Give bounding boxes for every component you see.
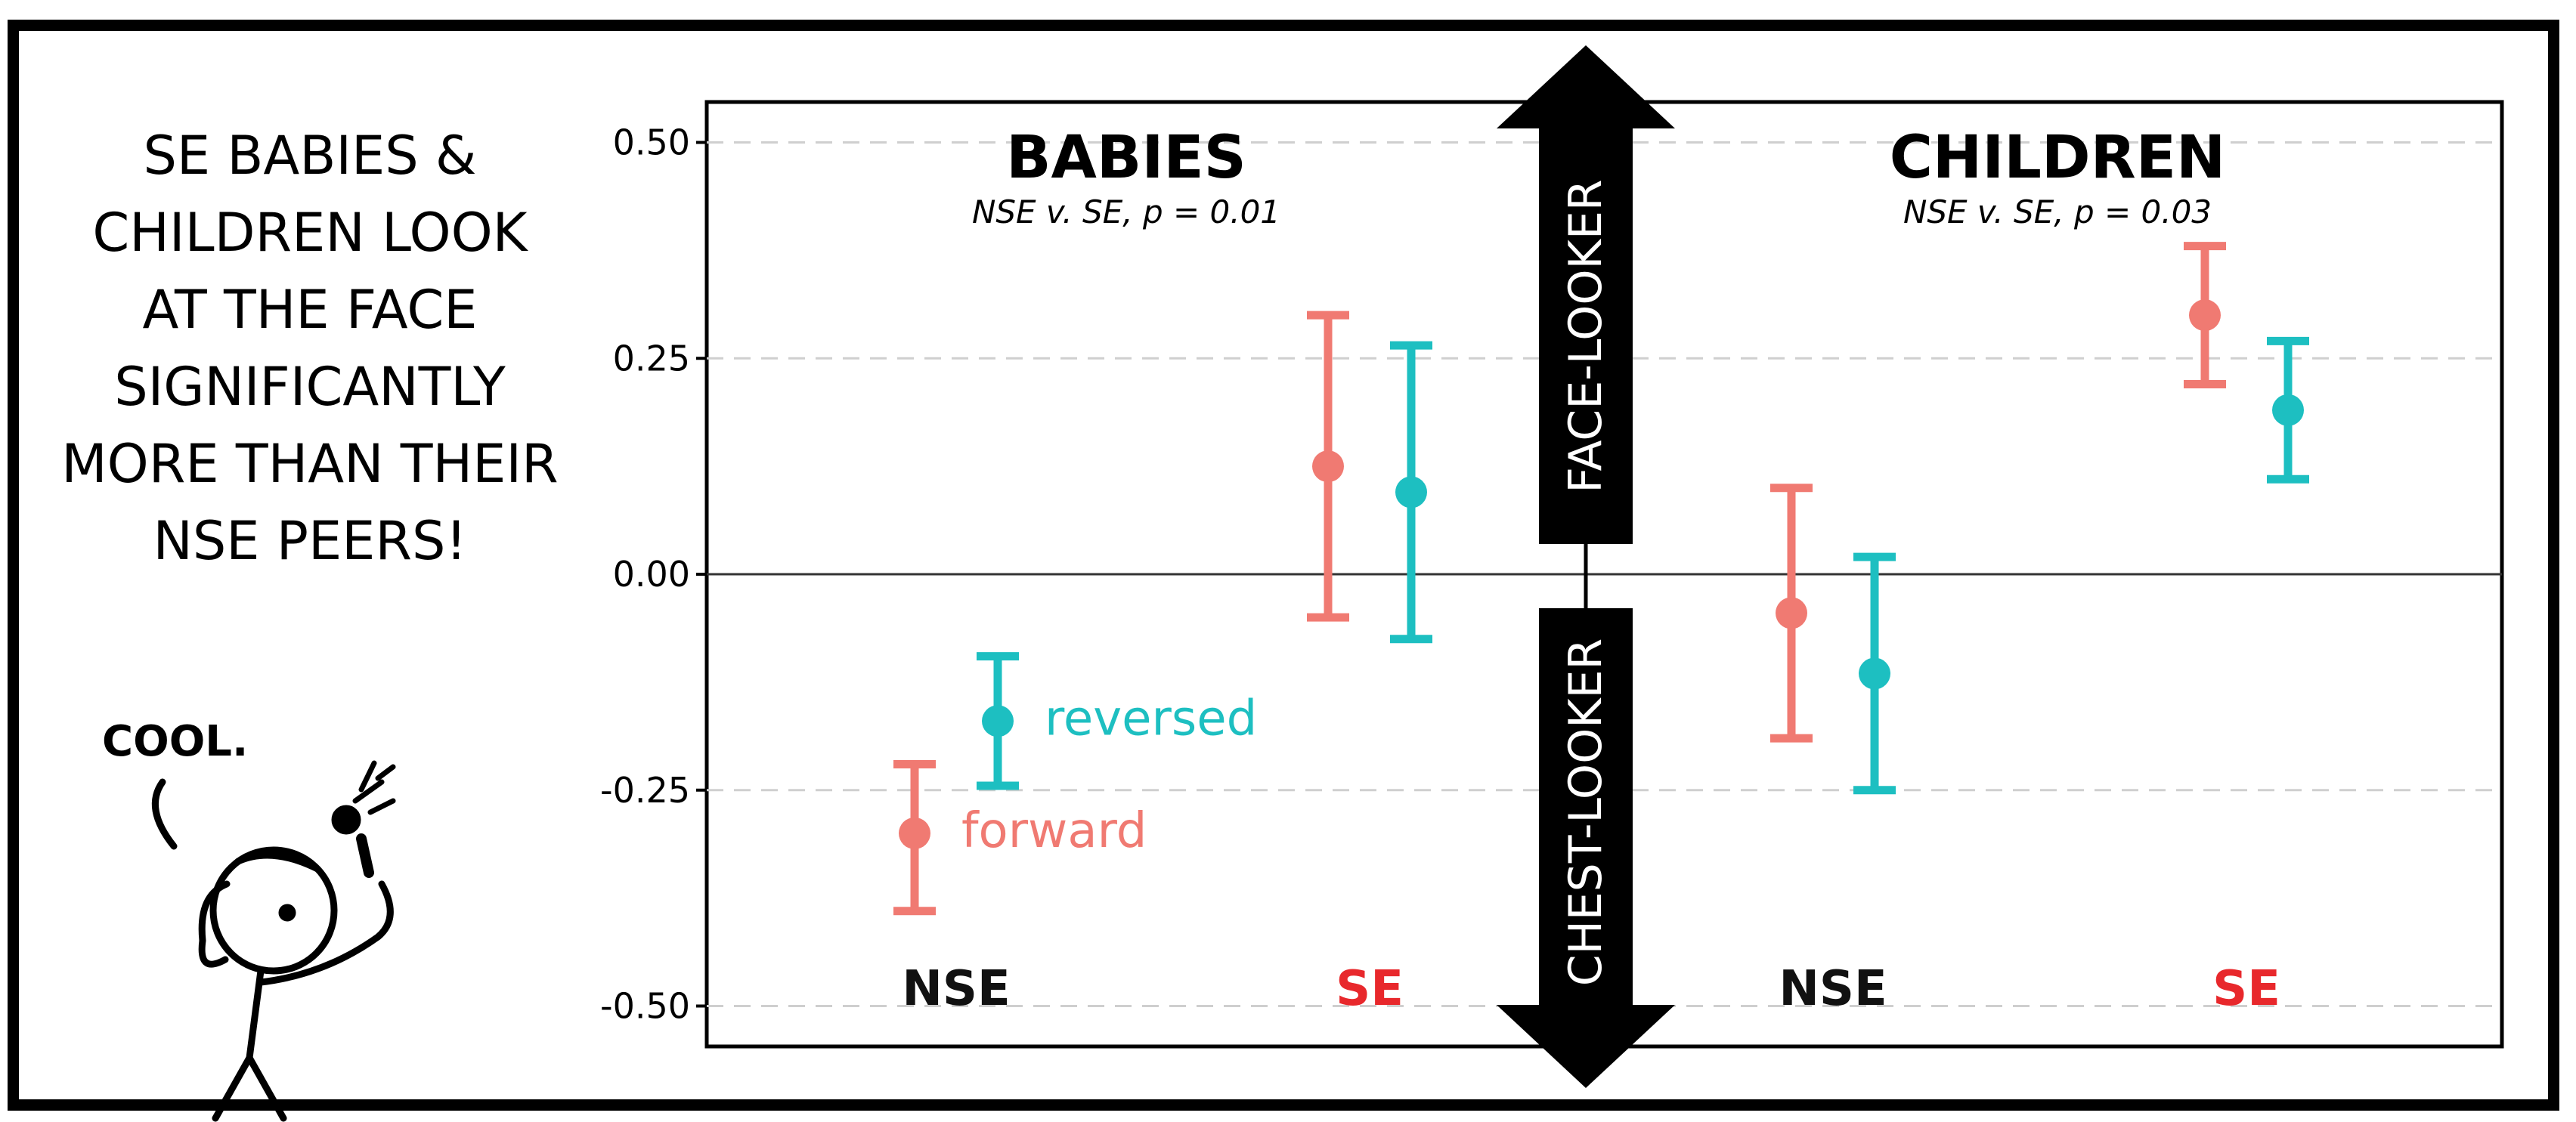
- caption-line: CHILDREN LOOK: [92, 202, 528, 264]
- direction-arrows: FACE-LOOKER CHEST-LOOKER: [1497, 45, 1675, 1088]
- caption-line: AT THE FACE: [143, 279, 478, 341]
- caption-block: SE BABIES & CHILDREN LOOK AT THE FACE SIGNI…: [61, 125, 558, 572]
- arrow-down-label: CHEST-LOOKER: [1559, 638, 1612, 987]
- group-label: SE: [2212, 961, 2280, 1017]
- caption-line: MORE THAN THEIR: [61, 433, 558, 495]
- arrow-down-shape: [1497, 608, 1675, 1088]
- data-point: [2272, 394, 2304, 426]
- data-point: [2189, 299, 2221, 332]
- data-point: [1776, 597, 1807, 629]
- y-tick-label: -0.50: [600, 986, 690, 1027]
- figure-spark: [352, 760, 396, 815]
- caption-line: SIGNIFICANTLY: [114, 356, 506, 418]
- data-point: [1395, 476, 1427, 508]
- data-point: [899, 817, 930, 849]
- caption-line: SE BABIES &: [144, 125, 477, 187]
- speech-text: COOL.: [102, 717, 248, 766]
- panel-subtitle: NSE v. SE, p = 0.01: [972, 193, 1280, 230]
- data-point: [1312, 450, 1344, 483]
- stick-figure: [151, 760, 396, 1122]
- figure-arm: [257, 880, 394, 986]
- figure-body: [212, 967, 265, 1122]
- figure-chalk: [356, 833, 374, 878]
- data-point: [1859, 657, 1890, 690]
- series-inline-label: forward: [961, 803, 1147, 859]
- figure-ponytail: [198, 880, 231, 968]
- panel-title: BABIES: [1006, 124, 1246, 192]
- figure-head: [209, 846, 338, 975]
- y-tick-label: 0.00: [613, 554, 690, 595]
- arrow-up-label: FACE-LOOKER: [1559, 179, 1612, 493]
- data-point: [982, 705, 1014, 737]
- figure-leg: [246, 1054, 287, 1122]
- group-label: NSE: [1779, 961, 1887, 1017]
- y-tick-label: 0.50: [613, 122, 690, 163]
- y-tick-label: 0.25: [613, 338, 690, 379]
- figure-dot: [331, 805, 361, 835]
- speech-tail: [151, 778, 178, 850]
- caption-line: NSE PEERS!: [153, 510, 466, 572]
- panel-subtitle: NSE v. SE, p = 0.03: [1903, 193, 2212, 230]
- series-inline-label: reversed: [1045, 691, 1257, 746]
- figure-hairline: [234, 852, 321, 873]
- group-label: SE: [1336, 961, 1404, 1017]
- y-tick-label: -0.25: [600, 770, 690, 811]
- group-label: NSE: [902, 961, 1010, 1017]
- panel-title: CHILDREN: [1890, 124, 2226, 192]
- arrow-up-shape: [1497, 45, 1675, 544]
- figure-eye: [278, 904, 296, 922]
